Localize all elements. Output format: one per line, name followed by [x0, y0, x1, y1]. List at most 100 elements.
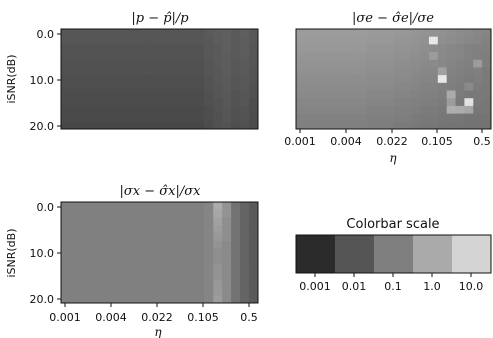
heatmap-cell	[87, 233, 98, 242]
heatmap-cell	[358, 59, 368, 68]
heatmap-cell	[195, 248, 205, 257]
heatmap-cell	[349, 98, 359, 107]
heatmap-cell	[322, 52, 332, 61]
heatmap-cell	[222, 287, 232, 296]
heatmap-cell	[411, 29, 421, 38]
heatmap-cell	[159, 44, 169, 53]
heatmap-cell	[455, 98, 465, 107]
heatmap-cell	[141, 225, 151, 234]
y-tick-label: 20.0	[30, 120, 55, 133]
heatmap-cell	[240, 98, 250, 107]
heatmap-cell	[78, 279, 89, 288]
heatmap-cell	[213, 264, 223, 273]
colorbar-swatch	[374, 235, 414, 273]
heatmap-cell	[69, 248, 80, 257]
heatmap-cell	[96, 279, 107, 288]
heatmap-panel-sigma-x: |σx − σ̂x|/σx iSNR(dB) 0.0 10.0 20.0 0.0…	[5, 184, 259, 338]
heatmap-cell	[222, 248, 232, 257]
heatmap-cell	[132, 52, 142, 61]
heatmap-cell	[204, 202, 214, 211]
colorbar-tick-label: 0.01	[342, 280, 367, 293]
heatmap-cell	[114, 209, 125, 218]
heatmap-cell	[384, 90, 394, 99]
heatmap-cell	[195, 121, 205, 130]
heatmap-cell	[177, 98, 187, 107]
heatmap-cell	[231, 36, 241, 45]
heatmap-cell	[69, 105, 80, 115]
heatmap-cell	[105, 105, 116, 115]
heatmap-cell	[96, 105, 107, 115]
heatmap-cell	[69, 202, 80, 211]
heatmap-cell	[358, 75, 368, 84]
heatmap-cell	[437, 82, 448, 91]
heatmap-cell	[240, 52, 250, 61]
heatmap-cell	[213, 105, 223, 115]
heatmap-cell	[132, 248, 142, 257]
heatmap-cell	[296, 82, 306, 91]
heatmap-cell	[313, 52, 323, 61]
heatmap-cell	[177, 256, 187, 265]
heatmap-cell	[177, 225, 187, 234]
heatmap-cell	[231, 287, 241, 296]
heatmap-cell	[150, 287, 160, 296]
heatmap-cell	[340, 121, 350, 130]
heatmap-cell	[402, 90, 412, 99]
heatmap-cell	[78, 75, 89, 84]
colorbar-tick-0: 0.001	[299, 273, 331, 293]
heatmap-cell	[437, 52, 448, 61]
heatmap-cell	[96, 256, 107, 265]
heatmap-cell	[222, 121, 232, 130]
heatmap-cell	[213, 75, 223, 84]
heatmap-cell	[96, 217, 107, 226]
heatmap-cell	[296, 121, 306, 130]
heatmap-cell	[141, 75, 151, 84]
heatmap-cell	[249, 75, 259, 84]
heatmap-cell	[340, 52, 350, 61]
heatmap-cell	[204, 271, 214, 281]
heatmap-cell	[482, 67, 492, 76]
heatmap-cell	[195, 75, 205, 84]
heatmap-cell	[61, 217, 71, 226]
heatmap-cell	[141, 44, 151, 53]
heatmap-cell	[105, 217, 116, 226]
x-tick-0: 0.001	[49, 303, 81, 324]
heatmap-cell	[132, 105, 142, 115]
heatmap-cell	[105, 67, 116, 76]
heatmap-cell	[96, 295, 107, 304]
heatmap-cell	[473, 98, 483, 107]
heatmap-cell	[69, 264, 80, 273]
heatmap-cell	[159, 59, 169, 68]
heatmap-cell	[420, 113, 430, 122]
heatmap-cell	[69, 240, 80, 250]
heatmap-cell	[168, 29, 178, 38]
heatmap-cell	[331, 44, 341, 53]
heatmap-cell	[222, 59, 232, 68]
heatmap-cell	[296, 44, 306, 53]
heatmap-cell	[204, 29, 214, 38]
heatmap-cell	[331, 82, 341, 91]
heatmap-cell	[322, 75, 332, 84]
heatmap-cell	[114, 44, 125, 53]
heatmap-cell	[114, 98, 125, 107]
heatmap-cell	[186, 90, 196, 99]
heatmap-cell	[105, 225, 116, 234]
heatmap-cell	[159, 36, 169, 45]
heatmap-cell	[114, 59, 125, 68]
heatmap-cell	[249, 271, 259, 281]
heatmap-cell	[313, 75, 323, 84]
heatmap-cell	[213, 52, 223, 61]
heatmap-cell	[150, 75, 160, 84]
heatmap-cell	[96, 240, 107, 250]
heatmap-cell	[150, 240, 160, 250]
heatmap-cell	[411, 75, 421, 84]
panel-title: |p − p̂|/p	[131, 11, 189, 26]
heatmap-cell	[331, 105, 341, 115]
heatmap-cell	[231, 279, 241, 288]
heatmap-cell	[159, 98, 169, 107]
y-tick-2: 20.0	[30, 120, 61, 133]
heatmap-cell	[150, 105, 160, 115]
heatmap-cell	[402, 105, 412, 115]
heatmap-cell	[141, 271, 151, 281]
heatmap-cell	[159, 113, 169, 122]
